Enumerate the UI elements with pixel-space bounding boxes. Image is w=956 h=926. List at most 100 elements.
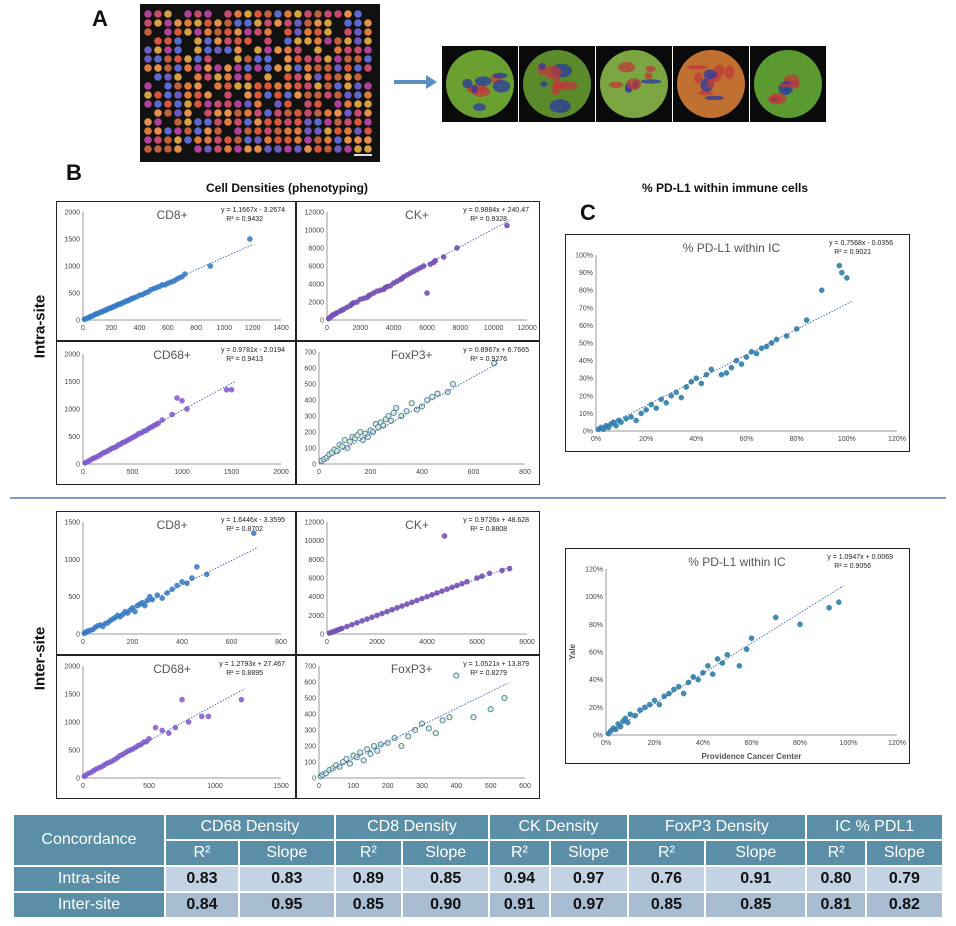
tissue-core-dot: [294, 46, 302, 54]
stain-region: [473, 103, 486, 111]
y-tick-label: 300: [304, 728, 316, 735]
tissue-core-dot: [204, 10, 212, 18]
tissue-core-dot: [264, 127, 272, 135]
panel-label-b: B: [66, 160, 82, 185]
data-point: [164, 590, 170, 596]
tissue-core-dot: [154, 136, 162, 144]
table-cell: 0.95: [237, 891, 336, 919]
tissue-core-dot: [354, 100, 362, 108]
panel-label-a: A: [92, 6, 108, 31]
tissue-core-dot: [234, 37, 242, 45]
data-point: [166, 730, 172, 736]
tissue-core-dot: [244, 91, 252, 99]
tissue-core-dot: [354, 91, 362, 99]
trendline: [318, 363, 498, 464]
tissue-core-dot: [254, 82, 262, 90]
x-tick-label: 6000: [469, 639, 485, 646]
data-point: [189, 575, 195, 581]
y-tick-label: 2000: [308, 300, 324, 307]
data-point: [736, 663, 743, 669]
x-tick-label: 300: [416, 783, 428, 790]
data-point: [656, 701, 663, 708]
tissue-core-dot: [174, 127, 182, 135]
table-cell: 0.89: [333, 865, 404, 893]
tissue-core-dot: [204, 145, 212, 153]
table-group-header: CK Density: [488, 813, 629, 841]
data-point: [179, 397, 185, 404]
table-group-header: CD68 Density: [164, 813, 336, 841]
y-tick-label: 4000: [308, 282, 324, 289]
tissue-core-dot: [244, 28, 252, 36]
data-point: [663, 400, 670, 406]
data-point: [698, 380, 705, 387]
data-point: [408, 400, 415, 407]
tissue-core-dot: [284, 73, 292, 81]
trendline-equation: y = 1.6446x - 3.3595: [221, 517, 285, 524]
data-point: [666, 690, 672, 697]
data-point: [728, 364, 735, 371]
data-point: [432, 730, 439, 737]
tissue-core-dot: [304, 109, 312, 117]
data-point: [169, 411, 175, 418]
x-tick-label: 0: [317, 783, 321, 790]
tissue-core-dot: [274, 91, 282, 99]
stain-region: [551, 88, 561, 95]
tissue-core-dot: [234, 100, 242, 108]
tissue-core-dot: [364, 19, 372, 27]
data-point: [733, 357, 740, 364]
trendline-equation: y = 0.9781x - 2.0194: [221, 347, 285, 354]
tissue-core-dot: [174, 73, 182, 81]
tissue-core-dot: [244, 145, 252, 153]
r-squared-label: R² = 0.8808: [470, 526, 507, 533]
tissue-core-dot: [324, 55, 332, 63]
x-tick-label: 400: [416, 469, 428, 476]
data-point: [486, 570, 493, 577]
stain-region: [769, 92, 787, 105]
tissue-core-dot: [324, 145, 332, 153]
tissue-core-dot: [344, 100, 352, 108]
x-tick-label: 0%: [591, 436, 601, 443]
tissue-core-dot: [294, 73, 302, 81]
tissue-core-dot: [284, 28, 292, 36]
tissue-core-dot: [154, 55, 162, 63]
data-point: [384, 739, 391, 746]
tissue-core-dot: [144, 145, 152, 153]
tissue-core-dot: [304, 127, 312, 135]
stain-region: [694, 72, 703, 84]
tissue-core-dot: [174, 91, 182, 99]
chart-title: FoxP3+: [391, 348, 433, 362]
data-point: [405, 733, 412, 740]
x-tick-label: 120%: [888, 436, 906, 443]
tissue-core-dot: [294, 64, 302, 72]
tissue-core-dot: [304, 64, 312, 72]
tissue-core-dot: [204, 100, 212, 108]
tissue-core-dot: [254, 145, 262, 153]
table-cell: 0.94: [488, 865, 551, 893]
tissue-core-dot: [314, 145, 322, 153]
x-tick-label: 1500: [273, 783, 289, 790]
data-point: [444, 388, 451, 396]
stain-region: [492, 72, 508, 79]
tissue-core-dot: [314, 118, 322, 126]
tissue-core-dot: [284, 10, 292, 18]
tissue-core-dot: [254, 46, 262, 54]
x-tick-label: 0: [81, 325, 85, 332]
tissue-core-dot: [234, 127, 242, 135]
chart-inter-ck: 0 2000 4000 6000 8000 0 2000 4000 6000 8000 10000 1…: [296, 511, 540, 655]
table-cell: 0.82: [864, 891, 945, 919]
tissue-core-dot: [364, 37, 372, 45]
table-cell: 0.85: [401, 865, 491, 893]
y-tick-label: 0: [76, 776, 80, 783]
tissue-core-dot: [274, 100, 282, 108]
tissue-core-dot: [354, 55, 362, 63]
data-point: [673, 389, 680, 396]
tissue-core-dot: [324, 118, 332, 126]
tissue-core-dot: [154, 37, 162, 45]
trendline-equation: y = 1.0521x + 13.879: [463, 661, 529, 668]
data-point: [700, 669, 706, 676]
tissue-core-dot: [364, 136, 372, 144]
table-row-label: Inter-site: [12, 891, 166, 919]
tissue-core-dot: [244, 100, 252, 108]
data-point: [638, 410, 644, 417]
data-point: [818, 287, 825, 294]
